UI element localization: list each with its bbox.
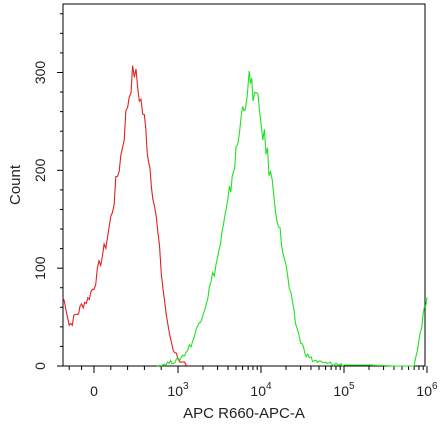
y-tick-label: 200 xyxy=(32,158,48,182)
x-tick-base: 10 xyxy=(333,383,349,399)
x-axis-title: APC R660-APC-A xyxy=(183,405,305,422)
x-tick-base: 0 xyxy=(90,383,98,399)
series-layer xyxy=(62,65,428,367)
x-tick-base: 10 xyxy=(167,383,183,399)
y-axis-title: Count xyxy=(7,164,24,205)
x-tick-label: 106 xyxy=(416,381,438,399)
x-tick-exponent: 3 xyxy=(183,381,189,392)
x-tick-exponent: 5 xyxy=(349,381,355,392)
series-2-histogram xyxy=(156,70,428,367)
plot-frame xyxy=(62,3,426,367)
x-tick-label: 105 xyxy=(333,381,355,399)
x-tick-label: 103 xyxy=(167,381,189,399)
x-tick-base: 10 xyxy=(416,383,432,399)
x-tick-label: 0 xyxy=(90,383,98,399)
x-tick-label: 104 xyxy=(250,381,272,399)
y-axis: 0 100 200 300 xyxy=(32,13,63,370)
y-tick-label: 100 xyxy=(32,256,48,280)
x-tick-exponent: 6 xyxy=(432,381,438,392)
series-1-histogram xyxy=(62,65,188,367)
y-tick-label: 0 xyxy=(32,362,48,370)
x-axis: 0 103 104 105 106 xyxy=(68,366,438,399)
x-tick-base: 10 xyxy=(250,383,266,399)
y-tick-label: 300 xyxy=(32,61,48,85)
x-tick-exponent: 4 xyxy=(266,381,272,392)
